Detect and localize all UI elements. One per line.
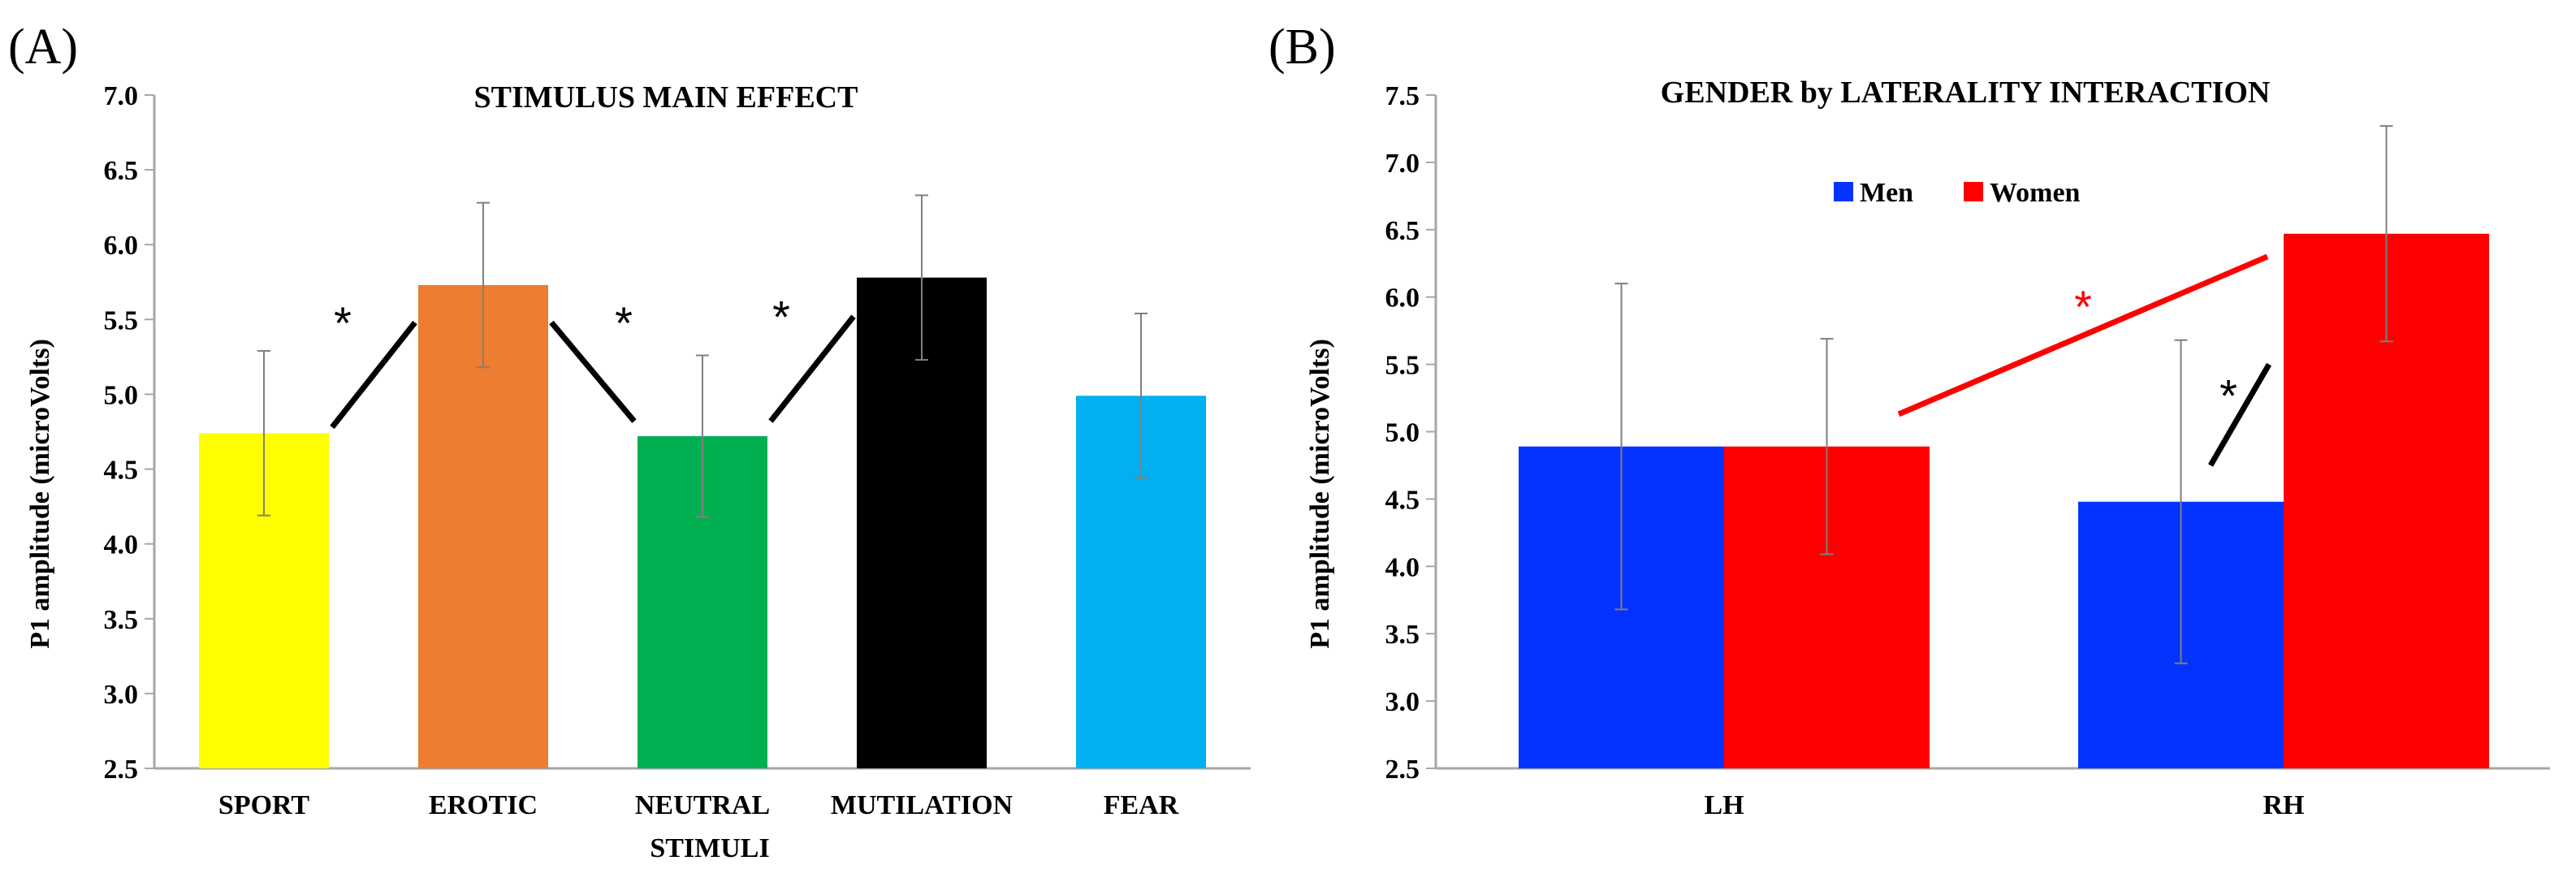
panel-a: (A) STIMULUS MAIN EFFECT STIMULI P1 ampl… — [8, 19, 1251, 863]
legend-label-men: Men — [1860, 178, 1913, 208]
significance-star-1: * — [334, 297, 352, 348]
x-tick-label-neutral: NEUTRAL — [635, 790, 770, 820]
x-tick-label-erotic: EROTIC — [429, 790, 538, 820]
panel-b-label: (B) — [1269, 19, 1336, 75]
significance-line-1 — [330, 320, 417, 430]
significance-star-gender-laterality: * — [2074, 281, 2092, 332]
panel-a-y-tick-label: 6.5 — [104, 156, 139, 186]
legend-swatch-men — [1834, 182, 1853, 201]
panel-a-bars: SPORT EROTIC NEUTRAL MUTILATION FEAR — [199, 194, 1206, 820]
panel-b-y-tick-label: 5.0 — [1385, 418, 1420, 448]
panel-a-y-tick-label: 2.5 — [104, 755, 139, 785]
panel-b-bars: LH RH — [1519, 125, 2489, 820]
x-tick-label-mutilation: MUTILATION — [831, 790, 1014, 820]
panel-b-y-tick-label: 5.5 — [1385, 351, 1420, 381]
significance-star-rh-gender: * — [2219, 370, 2237, 422]
panel-a-y-tick-label: 3.5 — [104, 605, 139, 635]
panel-a-y-tick-label: 7.0 — [104, 81, 139, 111]
panel-b-y-tick-label: 7.0 — [1385, 149, 1420, 179]
panel-a-y-tick-label: 3.0 — [104, 680, 139, 710]
panel-b-y-tick-label: 2.5 — [1385, 755, 1420, 785]
panel-a-axes: 2.5 3.0 3.5 4.0 4.5 5.0 5.5 6.0 6.5 7.0 — [104, 81, 1251, 785]
x-tick-label-rh: RH — [2263, 790, 2305, 820]
panel-a-y-tick-label: 4.0 — [104, 530, 139, 560]
panel-a-label: (A) — [8, 19, 78, 75]
x-tick-label-fear: FEAR — [1104, 790, 1179, 820]
panel-b-y-tick-label: 3.0 — [1385, 687, 1420, 717]
significance-line-gender-laterality — [1897, 253, 2269, 417]
significance-star-3: * — [772, 292, 790, 343]
panel-b: (B) GENDER by LATERALITY INTERACTION P1 … — [1269, 19, 2550, 820]
panel-b-y-axis-label: P1 amplitude (microVolts) — [1305, 339, 1335, 649]
panel-a-annotations: * * * — [330, 292, 856, 430]
panel-b-y-tick-label: 4.5 — [1385, 485, 1420, 515]
panel-a-y-tick-label: 5.0 — [104, 380, 139, 410]
significance-star-2: * — [615, 297, 633, 348]
panel-a-title: STIMULUS MAIN EFFECT — [474, 80, 858, 115]
panel-a-y-tick-label: 4.5 — [104, 456, 139, 486]
panel-b-y-tick-label: 6.5 — [1385, 216, 1420, 246]
panel-b-annotations: ** — [1897, 253, 2272, 467]
panel-a-x-axis-label: STIMULI — [650, 833, 769, 863]
significance-line-rh-gender — [2207, 362, 2272, 467]
panel-a-y-tick-label: 6.0 — [104, 231, 139, 261]
panel-a-y-axis-label: P1 amplitude (microVolts) — [25, 339, 55, 649]
panel-b-legend: Men Women — [1834, 178, 2081, 208]
panel-b-y-tick-label: 3.5 — [1385, 620, 1420, 650]
panel-b-title: GENDER by LATERALITY INTERACTION — [1661, 76, 2271, 110]
panel-b-y-tick-label: 7.5 — [1385, 81, 1420, 111]
x-tick-label-lh: LH — [1704, 790, 1744, 820]
legend-swatch-women — [1964, 182, 1983, 201]
panel-b-y-tick-label: 4.0 — [1385, 552, 1420, 582]
panel-b-y-tick-label: 6.0 — [1385, 283, 1420, 314]
panel-a-y-tick-label: 5.5 — [104, 305, 139, 335]
legend-label-women: Women — [1990, 178, 2081, 208]
significance-line-3 — [768, 314, 856, 423]
significance-line-2 — [549, 320, 637, 423]
x-tick-label-sport: SPORT — [218, 790, 309, 820]
